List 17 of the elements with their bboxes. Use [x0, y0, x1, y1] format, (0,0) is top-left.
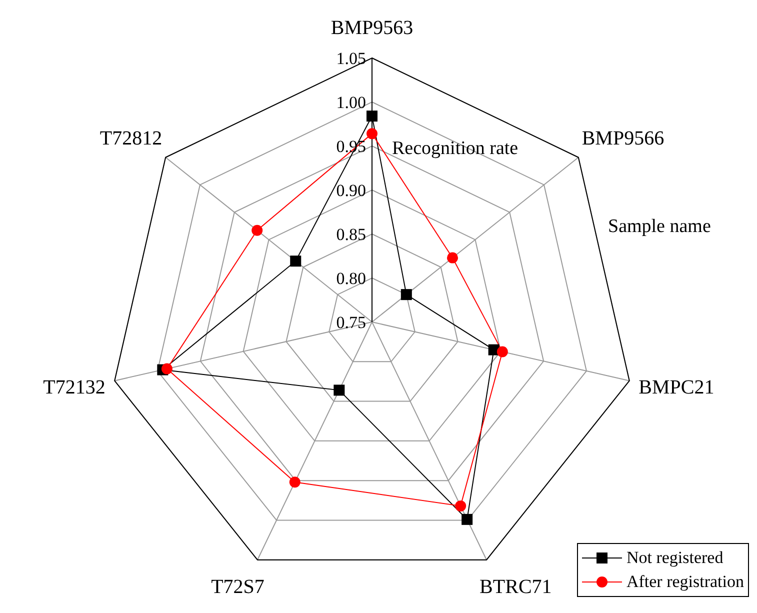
y-tick-label: 0.85 [336, 225, 366, 244]
y-tick-label: 0.90 [336, 181, 366, 200]
spoke-label: T72132 [43, 376, 106, 398]
legend-label: After registration [626, 571, 744, 593]
spoke-label: BMP9566 [582, 128, 664, 150]
text: Sample name [608, 216, 711, 238]
legend-label: Not registered [626, 547, 724, 569]
spoke-label: T72S7 [211, 576, 264, 598]
y-tick-label: 0.75 [336, 313, 366, 332]
spoke-label: BMP9563 [330, 17, 414, 39]
spoke-label: BTRC71 [480, 576, 552, 598]
y-tick-label: 1.05 [336, 49, 366, 68]
spoke-label: BMPC21 [638, 376, 714, 398]
spoke-label: T72812 [100, 128, 162, 150]
y-tick-label: 1.00 [336, 93, 366, 112]
text: Recognition rate [392, 138, 518, 160]
y-tick-label: 0.80 [336, 269, 366, 288]
